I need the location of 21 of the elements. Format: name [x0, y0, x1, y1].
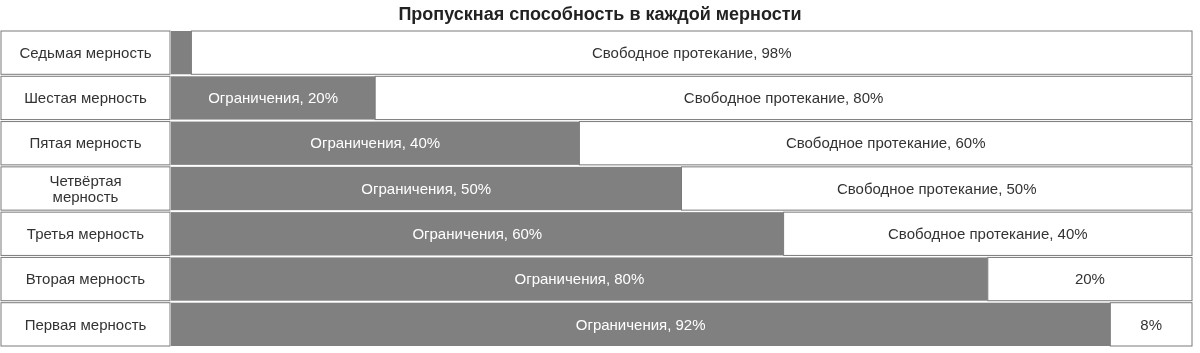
y-tick-label: Шестая мерность	[24, 89, 148, 107]
data-label: Ограничения, 60%	[412, 225, 543, 243]
data-label: Свободное протекание, 60%	[785, 134, 986, 152]
y-tick-label: Седьмая мерность	[19, 43, 152, 61]
data-label: Свободное протекание, 50%	[836, 179, 1037, 197]
chart-title: Пропускная способность в каждой мерности	[398, 4, 802, 24]
data-label: Свободное протекание, 40%	[888, 225, 1088, 243]
data-label: Ограничения, 20%	[208, 89, 338, 107]
data-label: Свободное протекание, 80%	[683, 89, 884, 107]
data-label: Свободное протекание, 98%	[591, 43, 792, 61]
data-label: Ограничения, 92%	[575, 315, 706, 333]
data-label: Ограничения, 40%	[310, 134, 441, 152]
y-tick-label: Первая мерность	[24, 315, 147, 333]
y-tick-label: Третья мерность	[26, 225, 145, 243]
data-label: Ограничения, 50%	[361, 179, 492, 197]
data-label: 20%	[1074, 270, 1105, 288]
data-label: Ограничения, 80%	[514, 270, 645, 288]
y-tick-label: Пятая мерность	[29, 134, 142, 152]
y-tick-label: Вторая мерность	[25, 270, 146, 288]
y-tick-label: Четвёртая мерность	[49, 171, 122, 205]
data-label: 8%	[1140, 315, 1162, 333]
